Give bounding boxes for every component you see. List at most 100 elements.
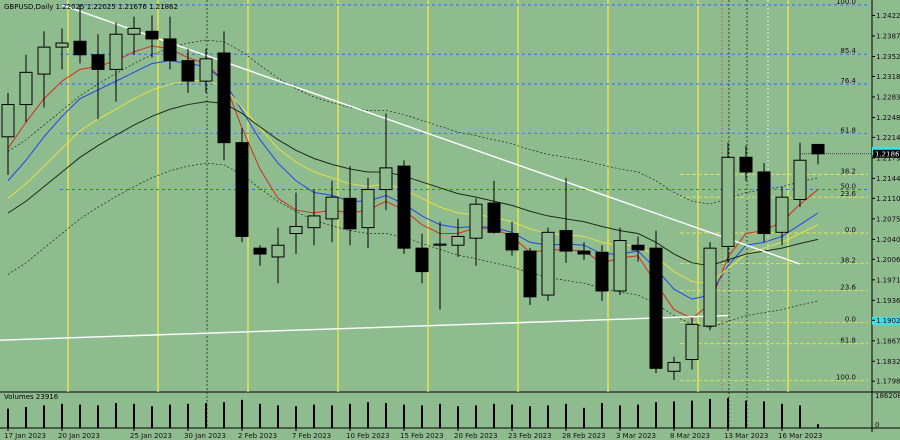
date-tick-label: 13 Mar 2023 — [724, 432, 768, 440]
bull-candle — [1, 104, 15, 138]
fib-level-label: 23.6 — [840, 283, 856, 291]
bull-candle — [307, 215, 321, 229]
volume-panel: 186208 0 — [7, 392, 900, 429]
trendlines — [0, 4, 801, 341]
chart-title: GBPUSD,Daily 1.22025 1.22025 1.21676 1.2… — [4, 3, 178, 11]
bull-candle — [199, 58, 213, 82]
fib-level-label: 100.0 — [836, 0, 856, 6]
bear-candle — [415, 247, 429, 273]
bear-candle — [811, 143, 825, 155]
price-tick-label: 1.2318 — [876, 73, 900, 81]
bull-candle — [37, 46, 51, 75]
bear-candle — [757, 171, 771, 235]
bull-candle — [433, 243, 447, 246]
bull-candle — [469, 203, 483, 239]
volume-label: Volumes 23916 — [4, 393, 59, 401]
bear-candle — [505, 233, 519, 251]
bear-candle — [487, 202, 501, 233]
price-tick-label: 1.2214 — [876, 134, 900, 142]
price-tick-label: 1.1936 — [876, 297, 900, 305]
date-tick-label: 8 Mar 2023 — [670, 432, 710, 440]
bear-candle — [649, 247, 663, 369]
fib-level-label: 38.2 — [840, 256, 856, 264]
bull-candle — [109, 33, 123, 70]
price-tick-label: 1.2110 — [876, 195, 900, 203]
date-tick-label: 25 Jan 2023 — [130, 432, 172, 440]
price-panel-bg — [0, 0, 872, 392]
bear-candle — [523, 250, 537, 298]
date-tick-label: 28 Feb 2023 — [562, 432, 606, 440]
price-tick-label: 1.2387 — [876, 32, 900, 40]
bear-candle — [163, 38, 177, 62]
indicator-layer — [7, 39, 819, 328]
price-tick-label: 1.2422 — [876, 12, 900, 20]
bull-candle — [721, 156, 735, 247]
bear-candle — [91, 54, 105, 70]
price-tick-label: 1.2179 — [876, 154, 900, 162]
bear-candle — [73, 40, 87, 56]
bull-candle — [379, 167, 393, 191]
bull-candle — [361, 189, 375, 229]
moving-average-line — [7, 79, 819, 284]
bull-candle — [541, 231, 555, 296]
price-tick-label: 1.1798 — [876, 378, 900, 386]
volume-max-label: 186208 — [875, 392, 900, 400]
bear-candle — [145, 30, 159, 40]
fib-level-label: 38.2 — [840, 167, 856, 175]
bear-candle — [739, 156, 753, 173]
fib-level-label: 61.8 — [840, 337, 856, 345]
moving-average-line — [7, 45, 819, 320]
fib-level-label: 76.4 — [840, 77, 856, 85]
resistance-trendline — [61, 4, 801, 265]
date-tick-label: 10 Feb 2023 — [346, 432, 390, 440]
bear-candle — [577, 250, 591, 255]
volume-min-label: 0 — [875, 421, 879, 429]
price-tick-label: 1.2144 — [876, 175, 900, 183]
bull-candle — [271, 244, 285, 258]
price-tick-label: 1.1867 — [876, 337, 900, 345]
date-tick-label: 16 Mar 2023 — [778, 432, 822, 440]
bear-candle — [595, 251, 609, 292]
date-tick-label: 20 Feb 2023 — [454, 432, 498, 440]
date-tick-label: 20 Jan 2023 — [58, 432, 100, 440]
fib-level-label: 85.4 — [840, 47, 856, 55]
candles — [1, 4, 825, 381]
date-tick-label: 23 Feb 2023 — [508, 432, 552, 440]
price-tick-label: 1.2283 — [876, 93, 900, 101]
date-tick-label: 15 Feb 2023 — [400, 432, 444, 440]
current-price-label: 1.2186 — [875, 150, 900, 158]
bear-candle — [181, 60, 195, 82]
bear-candle — [217, 52, 231, 144]
bear-candle — [253, 247, 267, 255]
date-tick-label: 30 Jan 2023 — [184, 432, 226, 440]
fib-level-label: 61.8 — [840, 126, 856, 134]
upper-envelope-line — [7, 39, 819, 205]
fib-level-label: 50.0 — [840, 183, 856, 191]
bull-candle — [793, 159, 807, 201]
date-tick-label: 7 Feb 2023 — [292, 432, 331, 440]
bear-candle — [631, 244, 645, 251]
bull-candle — [613, 240, 627, 292]
moving-average-line — [7, 101, 819, 267]
bull-candle — [55, 42, 69, 48]
price-tick-label: 1.2075 — [876, 215, 900, 223]
date-tick-label: 3 Mar 2023 — [616, 432, 656, 440]
bull-candle — [127, 27, 141, 35]
level-highlight-box — [872, 316, 900, 325]
price-tick-label: 1.2248 — [876, 114, 900, 122]
price-highlights: 1.2186 — [800, 146, 900, 325]
bull-candle — [775, 196, 789, 233]
price-tick-label: 1.1971 — [876, 276, 900, 284]
fib-level-label: 100.0 — [836, 374, 856, 382]
fib-level-label: 23.6 — [840, 190, 856, 198]
bear-candle — [559, 230, 573, 252]
bull-candle — [667, 361, 681, 372]
price-tick-label: 1.2352 — [876, 53, 900, 61]
bull-candle — [703, 247, 717, 327]
bear-candle — [397, 165, 411, 249]
bull-candle — [685, 323, 699, 361]
price-tick-label: 1.1902 — [876, 317, 900, 325]
support-trendline — [0, 314, 729, 341]
